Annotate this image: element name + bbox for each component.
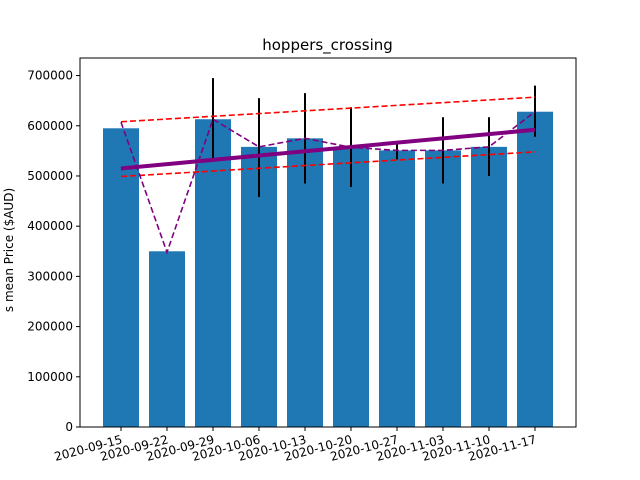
y-tick-label-400000: 400000 (27, 219, 73, 233)
bar-2020-10-27 (379, 150, 415, 428)
y-tick-label-600000: 600000 (27, 119, 73, 133)
y-tick-label-0: 0 (65, 420, 73, 434)
y-tick-label-200000: 200000 (27, 320, 73, 334)
y-tick-label-700000: 700000 (27, 69, 73, 83)
bar-2020-10-20 (333, 147, 369, 427)
bar-2020-11-03 (425, 150, 461, 428)
y-tick-label-100000: 100000 (27, 370, 73, 384)
upper-band-line (120, 96, 536, 123)
y-tick-label-500000: 500000 (27, 169, 73, 183)
moving-average-line (120, 111, 536, 255)
y-axis-label: s mean Price ($AUD) (2, 188, 16, 312)
bar-2020-11-17 (517, 111, 553, 427)
bar-2020-11-10 (471, 146, 507, 428)
y-tick-label-300000: 300000 (27, 269, 73, 283)
lower-band-line (120, 151, 536, 178)
chart-title: hoppers_crossing (262, 36, 393, 55)
bar-2020-10-13 (287, 138, 323, 427)
axes-frame (79, 57, 577, 428)
trend-line (120, 127, 536, 171)
bar-2020-09-22 (149, 251, 185, 427)
bar-2020-09-15 (103, 128, 139, 428)
plot-area: 0 100000 200000 300000 400000 500000 600000 700… (27, 57, 577, 464)
bar-2020-09-29 (195, 119, 231, 428)
